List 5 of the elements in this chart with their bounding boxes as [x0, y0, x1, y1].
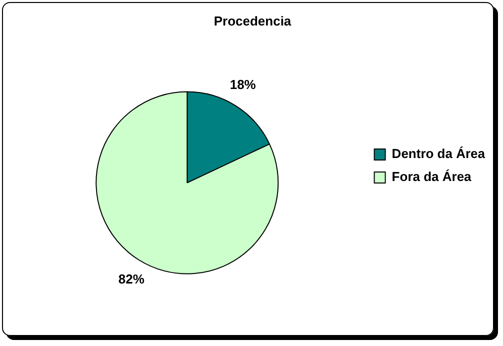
legend-label: Dentro da Área	[392, 146, 486, 162]
data-label: 82%	[118, 272, 145, 287]
legend-label: Fora da Área	[392, 169, 472, 184]
chart-title: Procedencia	[214, 13, 292, 28]
data-label: 18%	[230, 77, 256, 92]
